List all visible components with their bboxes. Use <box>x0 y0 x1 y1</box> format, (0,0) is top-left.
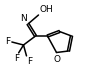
Text: N: N <box>20 14 27 23</box>
Text: OH: OH <box>40 5 54 14</box>
Text: F: F <box>5 38 10 46</box>
Text: F: F <box>14 54 19 63</box>
Text: F: F <box>27 57 32 66</box>
Text: O: O <box>54 55 61 64</box>
